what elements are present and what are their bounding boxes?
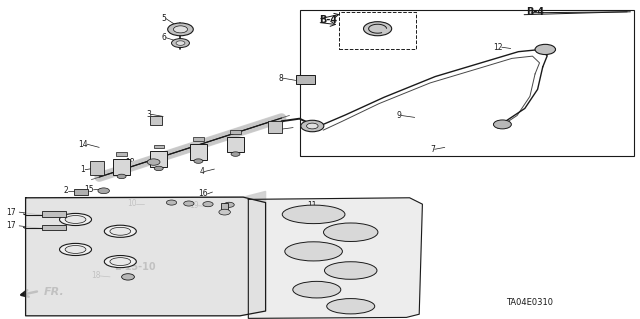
Text: 15: 15	[84, 185, 94, 194]
Circle shape	[117, 174, 126, 179]
Text: B-4: B-4	[526, 7, 544, 17]
Text: 7: 7	[430, 145, 435, 154]
Polygon shape	[26, 197, 266, 316]
FancyBboxPatch shape	[190, 144, 207, 160]
Circle shape	[219, 209, 230, 215]
Text: 13: 13	[272, 125, 282, 134]
Text: 18: 18	[125, 158, 135, 167]
Circle shape	[535, 44, 556, 55]
Ellipse shape	[60, 243, 92, 256]
Ellipse shape	[110, 227, 131, 235]
Text: 10: 10	[127, 199, 136, 208]
Text: 4: 4	[200, 167, 205, 176]
Circle shape	[168, 23, 193, 36]
Ellipse shape	[65, 216, 86, 223]
Ellipse shape	[285, 242, 342, 261]
Circle shape	[122, 274, 134, 280]
Ellipse shape	[104, 225, 136, 237]
Circle shape	[364, 22, 392, 36]
Text: 11: 11	[307, 201, 317, 210]
Text: 5: 5	[161, 14, 166, 23]
Text: 19: 19	[189, 201, 199, 210]
Circle shape	[224, 202, 234, 207]
FancyBboxPatch shape	[150, 116, 162, 125]
Text: 17: 17	[6, 208, 16, 217]
Text: 2: 2	[64, 186, 68, 195]
Bar	[193, 137, 204, 141]
Text: 9: 9	[397, 111, 402, 120]
Circle shape	[173, 26, 188, 33]
Text: E-15-10: E-15-10	[114, 262, 156, 272]
Circle shape	[166, 200, 177, 205]
Bar	[42, 225, 66, 230]
Ellipse shape	[323, 223, 378, 241]
Text: 6: 6	[161, 33, 166, 42]
Text: 18: 18	[91, 271, 100, 280]
Text: 1: 1	[81, 165, 85, 174]
Circle shape	[98, 188, 109, 194]
Ellipse shape	[60, 213, 92, 226]
Bar	[268, 121, 282, 133]
FancyBboxPatch shape	[150, 151, 167, 167]
Circle shape	[307, 123, 318, 129]
Circle shape	[154, 166, 163, 171]
Text: 16: 16	[198, 189, 208, 198]
Ellipse shape	[293, 281, 341, 298]
Bar	[90, 161, 104, 175]
Text: FR.: FR.	[44, 287, 64, 297]
FancyBboxPatch shape	[227, 137, 244, 152]
Circle shape	[184, 201, 194, 206]
Ellipse shape	[104, 256, 136, 268]
Bar	[300, 10, 634, 156]
Bar	[42, 211, 66, 217]
Circle shape	[301, 120, 324, 132]
Text: B-4: B-4	[319, 15, 337, 25]
Text: 14: 14	[78, 140, 88, 149]
Bar	[154, 145, 164, 148]
Ellipse shape	[282, 205, 345, 224]
Circle shape	[493, 120, 511, 129]
Bar	[339, 12, 416, 49]
Circle shape	[147, 159, 160, 165]
Text: 17: 17	[6, 221, 16, 230]
Ellipse shape	[324, 262, 377, 279]
Bar	[221, 203, 228, 212]
Ellipse shape	[65, 246, 86, 253]
Bar	[230, 130, 241, 134]
Bar	[296, 75, 315, 84]
Text: 3: 3	[146, 110, 151, 119]
Polygon shape	[26, 191, 266, 203]
Bar	[74, 189, 88, 195]
Text: 8: 8	[278, 74, 283, 83]
Polygon shape	[248, 198, 422, 318]
Text: TA04E0310: TA04E0310	[506, 298, 552, 307]
Bar	[116, 152, 127, 156]
Circle shape	[203, 202, 213, 207]
Ellipse shape	[110, 258, 131, 265]
FancyBboxPatch shape	[113, 159, 130, 175]
Ellipse shape	[327, 299, 375, 314]
Circle shape	[172, 39, 189, 48]
Text: 12: 12	[493, 43, 502, 52]
Circle shape	[231, 152, 240, 156]
Circle shape	[176, 41, 185, 45]
Circle shape	[194, 159, 203, 163]
